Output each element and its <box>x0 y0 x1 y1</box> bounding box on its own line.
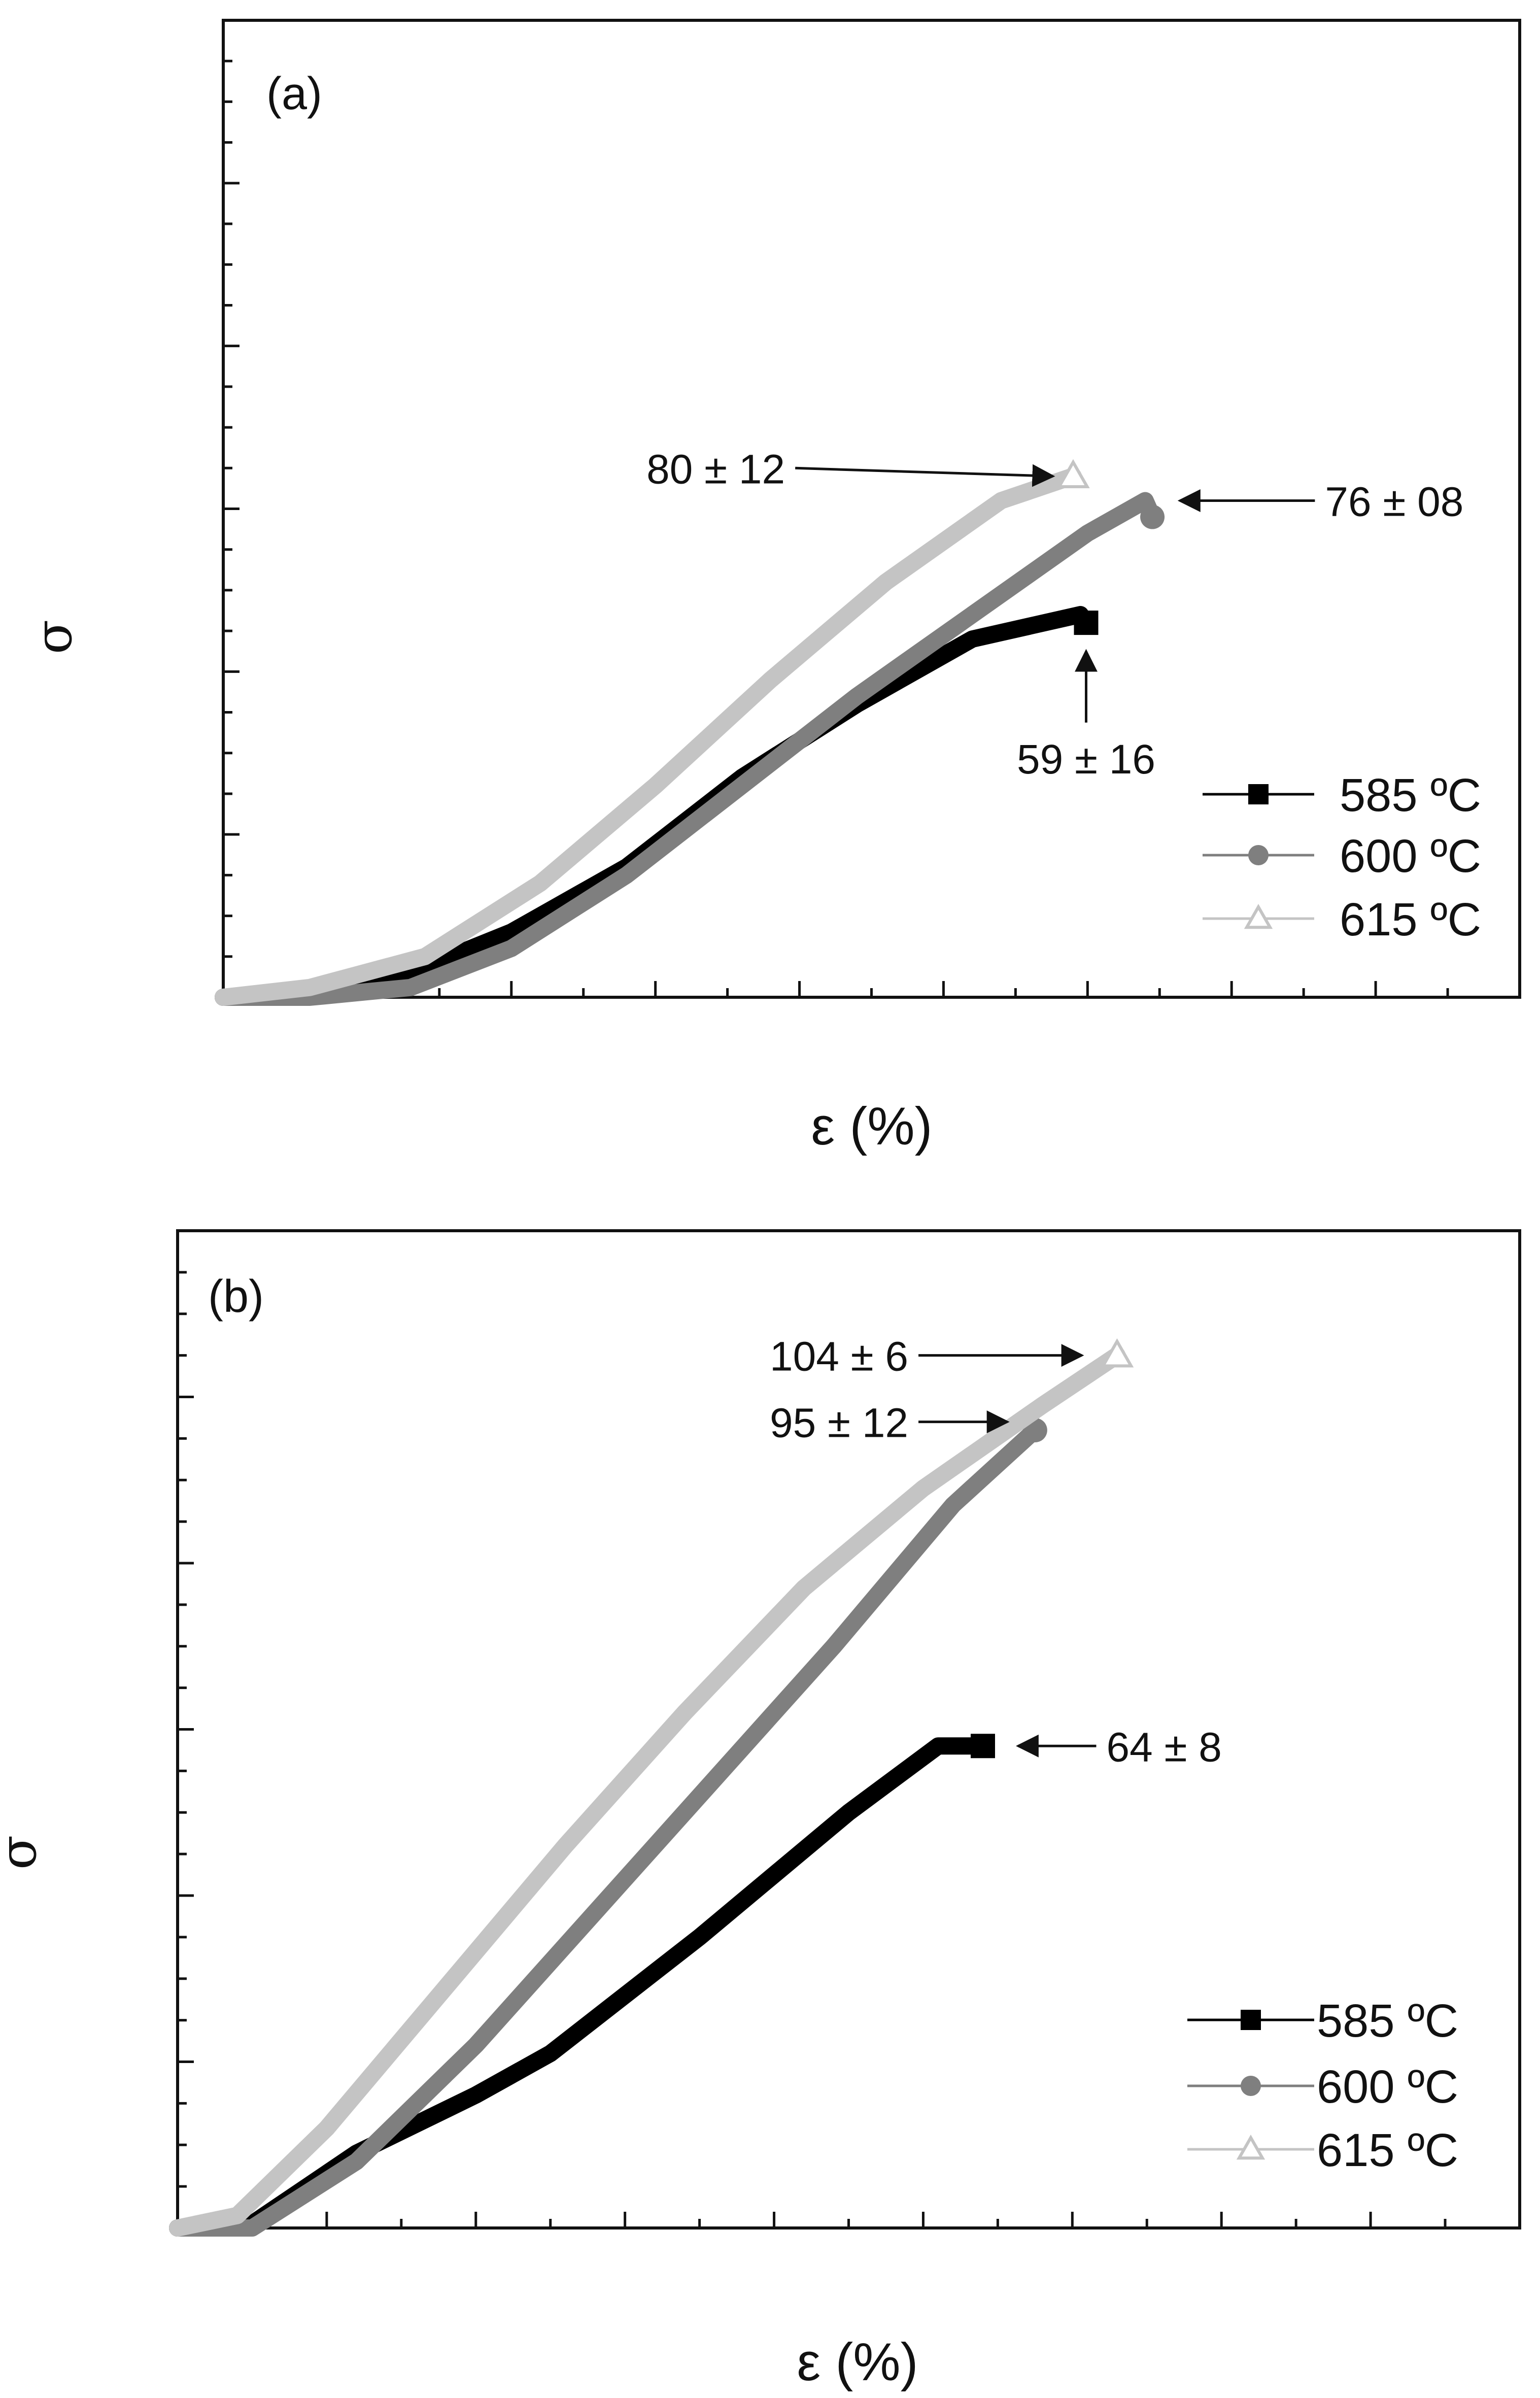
legend-marker <box>1248 845 1269 865</box>
y-axis-label: σ <box>0 1835 48 1870</box>
series-end-marker-0 <box>971 1734 995 1759</box>
annotation-2: 64 ± 8 <box>1015 1724 1222 1770</box>
annotations-group: 80 ± 12 76 ± 08 59 ± 16 <box>646 446 1463 782</box>
legend-marker <box>1248 784 1269 804</box>
panel-label: (a) <box>266 69 322 119</box>
annotation-label: 104 ± 6 <box>770 1334 908 1380</box>
legend-label: 615 ºC <box>1340 894 1481 945</box>
series-line-0 <box>215 606 1095 1006</box>
annotation-label: 76 ± 08 <box>1325 479 1463 525</box>
legend-label: 585 ºC <box>1340 769 1481 821</box>
legend-marker <box>1244 903 1273 929</box>
series-line-2 <box>215 467 1082 1006</box>
legend: 585 ºC 600 ºC 615 ºC <box>1203 769 1481 945</box>
legend-item-0: 585 ºC <box>1187 1995 1458 2047</box>
annotation-label: 80 ± 12 <box>646 446 785 492</box>
x-axis-label: ε (%) <box>797 2333 918 2392</box>
legend-marker <box>1236 2134 1265 2160</box>
legend-item-1: 600 ºC <box>1203 830 1481 882</box>
legend-item-1: 600 ºC <box>1187 2061 1458 2113</box>
chart-panel-a: 80 ± 12 76 ± 08 59 ± 16 (a) σ ε (%) 585 ºC… <box>24 19 1521 1156</box>
panel-label: (b) <box>208 1271 264 1322</box>
legend-label: 615 ºC <box>1317 2124 1458 2176</box>
series-line-2 <box>169 1346 1126 2237</box>
x-axis-label: ε (%) <box>811 1097 932 1156</box>
legend-marker <box>1241 2076 1261 2096</box>
chart-panel-b: 104 ± 6 95 ± 12 64 ± 8 (b) σ ε (%) 585 ºC 6… <box>0 1229 1521 2392</box>
series-end-marker-1 <box>1140 504 1165 529</box>
y-axis-label: σ <box>24 620 83 654</box>
annotation-label: 64 ± 8 <box>1106 1724 1221 1770</box>
annotation-1: 76 ± 08 <box>1177 479 1463 525</box>
annotation-0: 104 ± 6 <box>770 1334 1084 1380</box>
annotation-label: 59 ± 16 <box>1017 736 1155 783</box>
series-group <box>215 459 1165 1006</box>
annotation-1: 95 ± 12 <box>770 1400 1010 1446</box>
series-end-marker-0 <box>1074 611 1099 635</box>
annotation-arrow <box>795 464 1055 487</box>
axis-ticks <box>178 1271 1447 2228</box>
legend-label: 600 ºC <box>1340 830 1481 882</box>
legend-label: 585 ºC <box>1317 1995 1458 2047</box>
annotation-2: 59 ± 16 <box>1017 649 1155 783</box>
legend-item-2: 615 ºC <box>1203 894 1481 945</box>
legend-marker <box>1241 2010 1261 2030</box>
series-end-marker-2 <box>1100 1338 1134 1368</box>
legend-item-2: 615 ºC <box>1187 2124 1458 2176</box>
legend: 585 ºC 600 ºC 615 ºC <box>1187 1995 1458 2176</box>
annotations-group: 104 ± 6 95 ± 12 64 ± 8 <box>770 1334 1222 1771</box>
series-line-1 <box>169 1422 1044 2237</box>
annotation-label: 95 ± 12 <box>770 1400 908 1446</box>
series-group <box>169 1338 1134 2237</box>
series-line-1 <box>215 492 1161 1006</box>
series-end-marker-2 <box>1056 459 1090 489</box>
legend-item-0: 585 ºC <box>1203 769 1481 821</box>
legend-label: 600 ºC <box>1317 2061 1458 2113</box>
annotation-0: 80 ± 12 <box>646 446 1055 492</box>
axis-ticks <box>223 59 1449 997</box>
